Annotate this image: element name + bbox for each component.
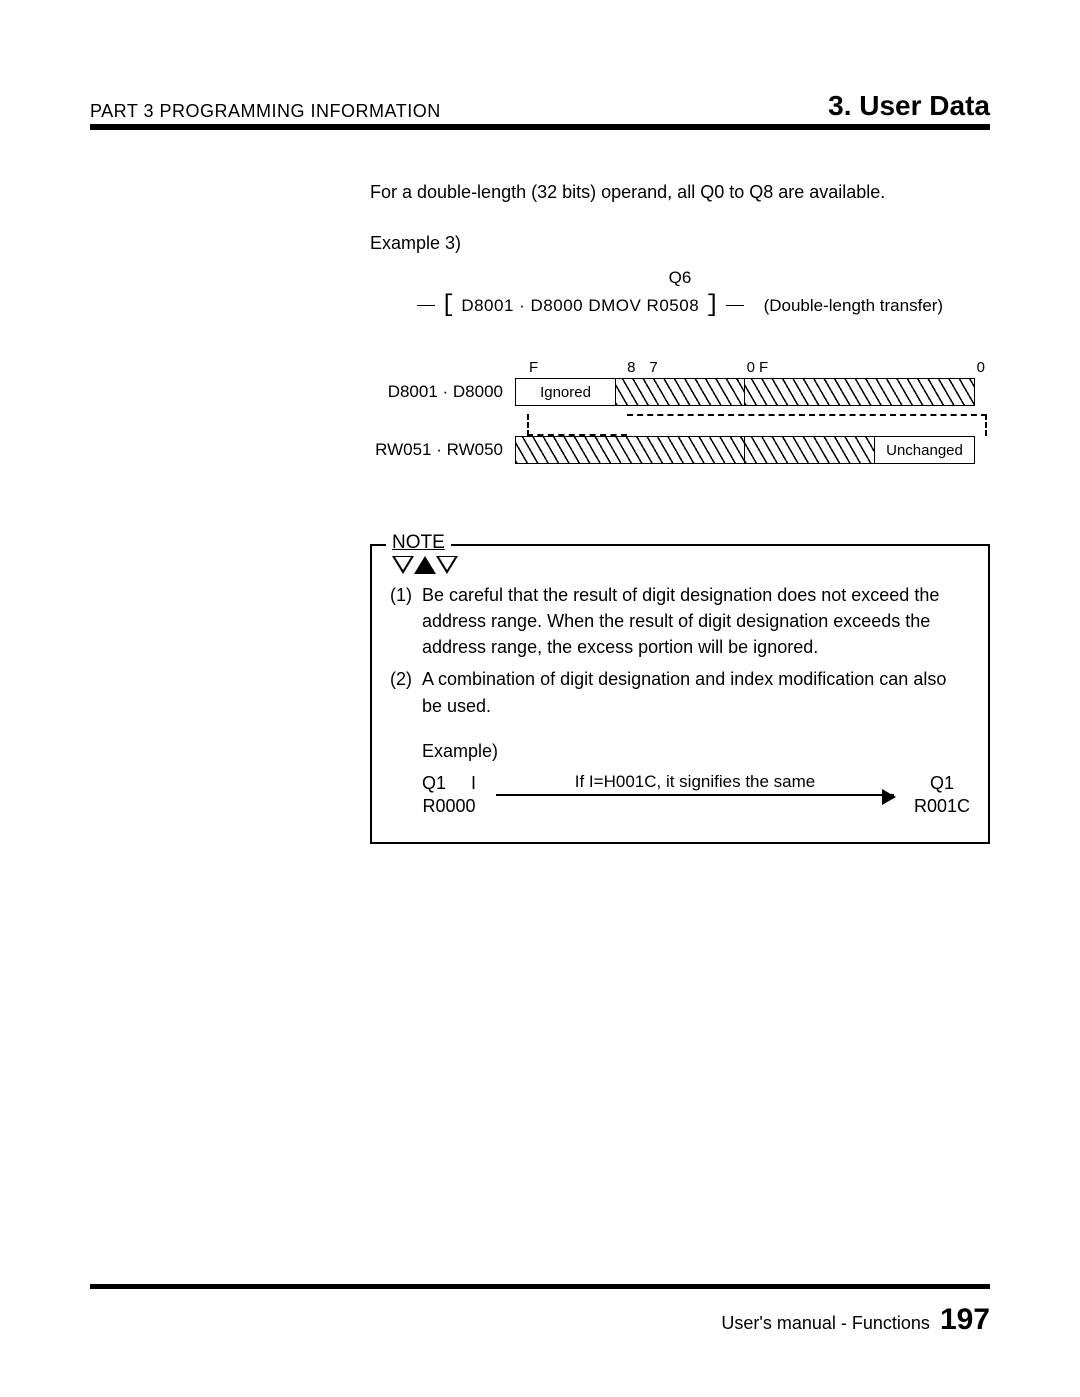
bit-row-1-label: D8001 · D8000: [370, 382, 515, 402]
tick-0b: 0: [977, 359, 985, 376]
page: PART 3 PROGRAMMING INFORMATION 3. User D…: [0, 0, 1080, 1397]
content-area: For a double-length (32 bits) operand, a…: [370, 180, 990, 844]
word-low-2: Unchanged: [745, 436, 975, 464]
bracket-open-icon: [: [441, 292, 455, 319]
bit-tick-row: F 8 7 0 F 0: [527, 359, 987, 376]
note-item-1-text: Be careful that the result of digit desi…: [422, 582, 970, 660]
header-bar: PART 3 PROGRAMMING INFORMATION 3. User D…: [90, 90, 990, 130]
triangle-down-outline-icon: [392, 556, 414, 574]
note-example-label: Example): [422, 741, 970, 762]
note-example-right: Q1 R001C: [914, 772, 970, 819]
tick-8: 8: [627, 359, 635, 376]
word-low-1: [745, 378, 975, 406]
ladder-q-label: Q6: [550, 268, 810, 288]
note-item-2-num: (2): [390, 666, 422, 718]
note-item-2-text: A combination of digit designation and i…: [422, 666, 970, 718]
triangle-down-outline-icon-2: [436, 556, 458, 574]
note-example-left: Q1 I R0000: [422, 772, 476, 819]
section-title: 3. User Data: [828, 90, 990, 122]
ex-left-q1: Q1: [422, 773, 446, 793]
note-example: Example) Q1 I R0000 If I=H001C, it signi…: [422, 741, 970, 819]
ladder-row: [ D8001 · D8000 DMOV R0508 ] (Double-len…: [370, 292, 990, 319]
bit-row-1: D8001 · D8000 Ignored: [370, 378, 990, 406]
dashed-connector: [527, 414, 987, 436]
word-high-2: [515, 436, 745, 464]
note-item-1-num: (1): [390, 582, 422, 660]
ex-left-r0000: R0000: [422, 795, 476, 818]
tick-7: 7: [649, 359, 657, 376]
cell-hatched-2b: [745, 437, 874, 463]
tick-F1: F: [529, 359, 538, 376]
note-example-arrow-block: If I=H001C, it signifies the same: [496, 772, 894, 796]
ladder-annotation: (Double-length transfer): [764, 296, 944, 316]
triangle-icons: [392, 556, 458, 574]
note-title: NOTE: [386, 532, 451, 554]
note-list: (1) Be careful that the result of digit …: [390, 582, 970, 718]
ex-left-i: I: [471, 773, 476, 793]
ex-right-r001c: R001C: [914, 795, 970, 818]
triangle-up-solid-icon: [414, 556, 436, 574]
bit-row-2-label: RW051 · RW050: [370, 440, 515, 460]
bit-diagram: F 8 7 0 F 0 D8001 · D8000 Ignored: [370, 359, 990, 464]
ladder-diagram: Q6 [ D8001 · D8000 DMOV R0508 ] (Double-…: [370, 268, 990, 319]
ladder-instruction: D8001 · D8000 DMOV R0508: [461, 296, 699, 316]
tick-F2: F: [759, 359, 768, 376]
footer: User's manual - Functions 197: [90, 1284, 990, 1337]
note-item-1: (1) Be careful that the result of digit …: [390, 582, 970, 660]
line-right: [726, 305, 744, 306]
arrow-right-icon: [496, 794, 894, 796]
intro-paragraph: For a double-length (32 bits) operand, a…: [370, 180, 990, 205]
ex-right-q1: Q1: [914, 772, 970, 795]
tick-0a: 0: [747, 359, 755, 376]
part-label: PART 3 PROGRAMMING INFORMATION: [90, 101, 441, 122]
note-item-2: (2) A combination of digit designation a…: [390, 666, 970, 718]
cell-unchanged: Unchanged: [874, 437, 974, 463]
cell-hatched-2a: [516, 437, 744, 463]
cell-hatched-1a: [616, 379, 744, 405]
footer-text: User's manual - Functions: [721, 1313, 930, 1334]
footer-page-number: 197: [940, 1303, 990, 1337]
note-example-arrow-text: If I=H001C, it signifies the same: [496, 772, 894, 792]
note-box: NOTE (1) Be careful that the result of d…: [370, 544, 990, 844]
cell-ignored: Ignored: [516, 379, 616, 405]
note-example-row: Q1 I R0000 If I=H001C, it signifies the …: [422, 772, 970, 819]
word-high-1: Ignored: [515, 378, 745, 406]
bracket-close-icon: ]: [705, 292, 719, 319]
example-label: Example 3): [370, 233, 990, 254]
cell-hatched-1b: [745, 379, 974, 405]
bit-row-2: RW051 · RW050 Unchanged: [370, 436, 990, 464]
line-left: [417, 305, 435, 306]
